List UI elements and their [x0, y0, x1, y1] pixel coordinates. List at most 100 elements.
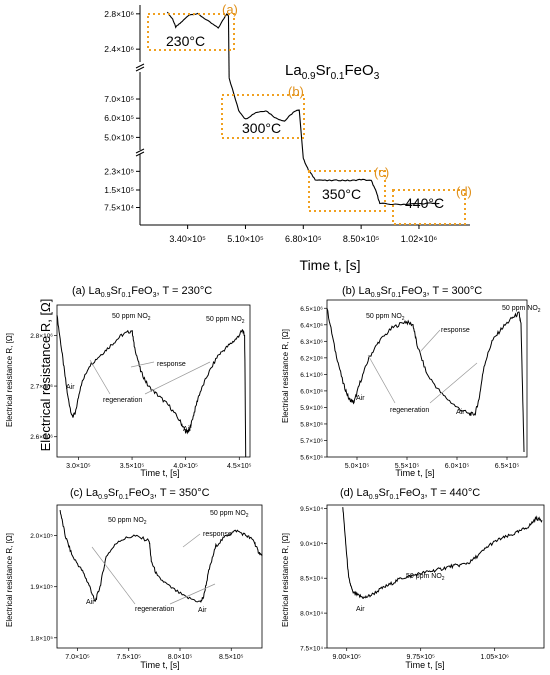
panel-a-y-tick-label: 2.8×10⁶	[30, 333, 53, 340]
panel-a-regeneration-label: regeneration	[103, 397, 142, 404]
panel-d-y-tick-label: 7.5×10⁴	[300, 646, 323, 653]
panel-d-x-axis-label: Time t, [s]	[405, 660, 444, 670]
main-series-transition	[298, 109, 304, 159]
panel-d-y-tick-label: 8.0×10⁴	[300, 611, 323, 618]
panel-b: (b) La0.9Sr0.1FeO3, T = 300°C 5.0×10⁵ 5.5…	[281, 285, 541, 478]
panel-b-regeneration-label: regeneration	[390, 407, 429, 414]
annotation-box-d: 440°C (d)	[392, 184, 472, 225]
main-x-tick-label: 5.10×10⁵	[227, 234, 264, 244]
panel-b-gas-label-1: 50 ppm NO2	[366, 313, 405, 322]
main-y-tick-label: 2.8×10⁶	[104, 9, 134, 19]
panel-b-plot-area: 5.0×10⁵ 5.5×10⁵ 6.0×10⁵ 6.5×10⁵ 5.6×10⁶ 5.7×1…	[300, 299, 528, 470]
main-y-tick-label: 5.0×10⁵	[104, 132, 134, 142]
annotation-box-b-tag: (b)	[288, 84, 304, 99]
panel-d-y-tick-label: 8.5×10⁴	[300, 576, 323, 583]
panel-a-x-tick-label: 4.5×10⁵	[227, 463, 252, 470]
panel-b-series-line	[326, 308, 525, 453]
panel-b-arrows	[367, 329, 478, 404]
panel-a-title: (a) La0.9Sr0.1FeO3, T = 230°C	[72, 285, 212, 299]
panel-c-x-axis-label: Time t, [s]	[140, 660, 179, 670]
panel-d-series-line	[342, 507, 543, 599]
panel-c-y-tick-label: 1.8×10⁵	[30, 635, 53, 642]
panel-a-air-label-1: Air	[66, 384, 75, 391]
main-x-tick-label: 3.40×10⁵	[169, 234, 206, 244]
main-compound-label: La0.9Sr0.1FeO3	[285, 62, 380, 82]
annotation-box-a: 230°C (a)	[147, 2, 238, 51]
panel-b-frame	[326, 299, 528, 458]
panel-d-frame	[326, 504, 545, 649]
panel-b-x-tick-label: 5.5×10⁵	[395, 463, 420, 470]
panel-d: (d) La0.9Sr0.1FeO3, T = 440°C 9.00×10⁵ 9.…	[281, 487, 545, 670]
panel-c-x-tick-label: 8.5×10⁵	[219, 654, 244, 661]
main-x-tick-label: 8.50×10⁵	[343, 234, 380, 244]
panel-c-series-line	[59, 510, 263, 604]
panel-a-x-tick-label: 3.5×10⁵	[120, 463, 145, 470]
panel-d-y-tick-label: 9.5×10⁴	[300, 506, 323, 513]
panel-b-x-tick-label: 6.5×10⁵	[495, 463, 520, 470]
annotation-box-d-temp: 440°C	[405, 195, 444, 211]
panel-b-y-tick-label: 5.7×10⁶	[300, 438, 323, 445]
panel-a-x-axis-label: Time t, [s]	[140, 468, 179, 478]
panel-c-response-label: response	[203, 531, 232, 538]
panel-d-y-axis-label: Electrical resistance R, [Ω]	[281, 533, 290, 627]
panel-d-x-tick-label: 1.05×10⁶	[480, 654, 508, 661]
main-x-axis-label: Time t, [s]	[300, 257, 361, 273]
panel-b-x-tick-label: 5.0×10⁵	[345, 463, 370, 470]
panel-d-plot-area: 9.00×10⁵ 9.75×10⁵ 1.05×10⁶ 7.5×10⁴ 8.0×10⁴ 8.…	[300, 504, 545, 661]
panel-a-series-line	[56, 315, 247, 458]
panel-c-x-tick-label: 7.5×10⁵	[116, 654, 141, 661]
panel-a-response-label: response	[157, 361, 186, 368]
annotation-box-c-tag: (c)	[374, 165, 389, 180]
main-x-tick-label: 6.80×10⁵	[285, 234, 322, 244]
panel-a-gas-label-2: 50 ppm NO2	[206, 316, 245, 325]
panel-a-y-tick-label: 2.7×10⁶	[30, 384, 53, 391]
main-axis-break	[135, 63, 145, 69]
panel-d-gas-label: 50 ppm NO2	[406, 573, 445, 582]
main-y-tick-label: 6.0×10⁵	[104, 113, 134, 123]
panel-c-plot-area: 7.0×10⁵ 7.5×10⁵ 8.0×10⁵ 8.5×10⁵ 1.8×10⁵ 1.9×1…	[30, 504, 263, 661]
panel-b-x-axis-label: Time t, [s]	[395, 468, 434, 478]
panel-b-response-label: response	[441, 327, 470, 334]
main-series-transition	[227, 15, 230, 78]
main-y-axis-label: Electrical resistance R, [Ω]	[38, 299, 53, 452]
panel-c-air-label-1: Air	[86, 599, 95, 606]
panel-d-y-tick-label: 9.0×10⁴	[300, 541, 323, 548]
main-chart: 2.4×10⁶ 2.8×10⁶ 5.0×10⁵ 6.0×10⁵ 7.0×10⁵ 7.5×1…	[38, 2, 472, 451]
panel-b-gas-label-2: 50 ppm NO2	[502, 305, 541, 314]
panel-b-y-tick-label: 6.0×10⁶	[300, 388, 323, 395]
main-y-tick-label: 7.5×10⁴	[104, 203, 134, 213]
panel-b-y-tick-label: 6.2×10⁶	[300, 355, 323, 362]
main-y-tick-label: 1.5×10⁵	[104, 185, 134, 195]
panel-b-air-label-2: Air	[456, 409, 465, 416]
panel-c-x-tick-label: 7.0×10⁵	[65, 654, 90, 661]
main-series-line	[228, 77, 300, 122]
panel-a-x-tick-label: 4.0×10⁵	[173, 463, 198, 470]
main-series-line	[302, 158, 440, 206]
annotation-box-c-temp: 350°C	[322, 186, 361, 202]
main-axis-break	[135, 66, 145, 72]
panel-a-x-tick-label: 3.0×10⁵	[66, 463, 91, 470]
panel-b-y-axis-label: Electrical resistance R, [Ω]	[281, 329, 290, 423]
panel-b-y-tick-label: 5.6×10⁶	[300, 455, 323, 462]
panel-b-y-tick-label: 6.1×10⁶	[300, 372, 323, 379]
panel-b-title: (b) La0.9Sr0.1FeO3, T = 300°C	[342, 285, 482, 299]
main-y-tick-label: 7.0×10⁵	[104, 94, 134, 104]
panel-d-title: (d) La0.9Sr0.1FeO3, T = 440°C	[340, 487, 480, 501]
panel-b-air-label-1: Air	[356, 395, 365, 402]
panel-b-y-tick-label: 6.5×10⁶	[300, 306, 323, 313]
annotation-box-b: 300°C (b)	[221, 84, 305, 139]
panel-c-regeneration-label: regeneration	[135, 606, 174, 613]
panel-c-arrows	[91, 533, 216, 605]
panel-c-air-label-2: Air	[198, 607, 207, 614]
panel-c-y-tick-label: 1.9×10⁵	[30, 584, 53, 591]
annotation-box-b-temp: 300°C	[242, 120, 281, 136]
panel-b-y-tick-label: 6.4×10⁶	[300, 322, 323, 329]
main-y-tick-label: 2.3×10⁵	[104, 166, 134, 176]
panel-a-frame	[56, 304, 251, 458]
annotation-box-a-temp: 230°C	[166, 33, 205, 49]
annotation-box-d-tag: (d)	[456, 184, 472, 199]
panel-b-y-tick-label: 6.3×10⁶	[300, 339, 323, 346]
panel-c-title: (c) La0.9Sr0.1FeO3, T = 350°C	[70, 487, 210, 501]
panel-a-y-tick-label: 2.6×10⁶	[30, 434, 53, 441]
